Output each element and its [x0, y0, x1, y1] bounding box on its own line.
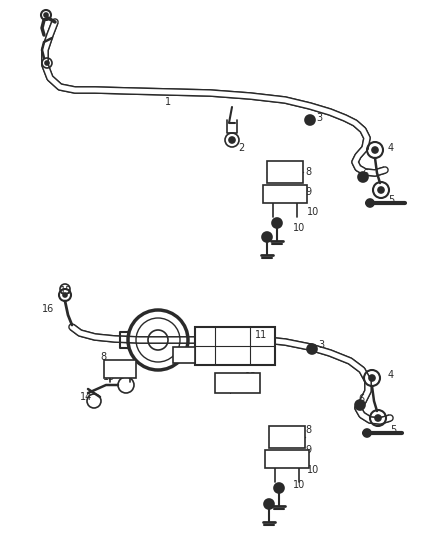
Circle shape — [274, 483, 284, 493]
FancyBboxPatch shape — [269, 426, 305, 448]
Text: 13: 13 — [103, 372, 115, 382]
Circle shape — [378, 187, 384, 193]
FancyBboxPatch shape — [195, 327, 275, 365]
Text: 15: 15 — [60, 286, 72, 296]
Text: 9: 9 — [305, 187, 311, 197]
Text: 6: 6 — [362, 169, 368, 179]
Circle shape — [305, 115, 315, 125]
Text: 10: 10 — [293, 223, 305, 233]
Circle shape — [63, 293, 67, 297]
Circle shape — [355, 400, 365, 410]
FancyBboxPatch shape — [263, 185, 307, 203]
Text: 16: 16 — [42, 304, 54, 314]
Circle shape — [44, 13, 48, 17]
Text: 9: 9 — [305, 445, 311, 455]
Text: 4: 4 — [388, 370, 394, 380]
Circle shape — [264, 499, 274, 509]
Text: 12: 12 — [245, 372, 258, 382]
Circle shape — [369, 375, 375, 381]
Circle shape — [229, 137, 235, 143]
Text: 10: 10 — [293, 480, 305, 490]
FancyBboxPatch shape — [104, 360, 136, 378]
Text: 1: 1 — [165, 97, 171, 107]
Text: 5: 5 — [390, 425, 396, 435]
Text: 8: 8 — [305, 425, 311, 435]
Text: 14: 14 — [80, 392, 92, 402]
Circle shape — [262, 232, 272, 242]
Text: 10: 10 — [307, 465, 319, 475]
Text: 11: 11 — [255, 330, 267, 340]
Text: 4: 4 — [388, 143, 394, 153]
Circle shape — [366, 199, 374, 207]
FancyBboxPatch shape — [265, 450, 309, 468]
Circle shape — [272, 218, 282, 228]
Text: 2: 2 — [238, 143, 244, 153]
Circle shape — [375, 415, 381, 421]
Circle shape — [307, 344, 317, 354]
Text: 10: 10 — [307, 207, 319, 217]
Circle shape — [372, 147, 378, 153]
Text: 8: 8 — [100, 352, 106, 362]
Text: 6: 6 — [358, 394, 364, 404]
FancyBboxPatch shape — [215, 373, 260, 393]
Text: 3: 3 — [316, 113, 322, 123]
Circle shape — [363, 429, 371, 437]
Text: 5: 5 — [388, 195, 394, 205]
FancyBboxPatch shape — [173, 347, 195, 363]
Text: 8: 8 — [305, 167, 311, 177]
FancyBboxPatch shape — [267, 161, 303, 183]
Circle shape — [45, 61, 49, 65]
Text: 3: 3 — [318, 340, 324, 350]
Circle shape — [358, 172, 368, 182]
